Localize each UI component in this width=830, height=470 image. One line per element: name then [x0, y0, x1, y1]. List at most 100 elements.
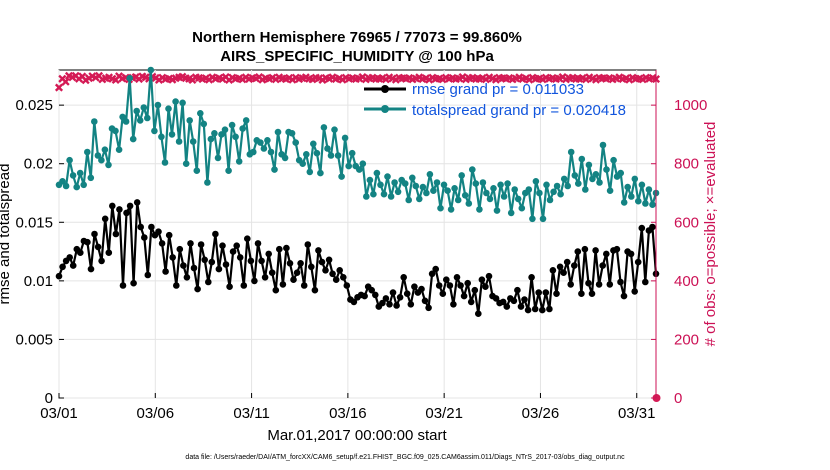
totalspread-point [225, 167, 232, 174]
totalspread-point [635, 197, 642, 205]
rmse-point [499, 298, 507, 306]
rmse-point [503, 303, 511, 310]
rmse-point [588, 290, 596, 298]
totalspread-point [419, 183, 427, 191]
rmse-point [91, 230, 98, 238]
rmse-point [606, 281, 614, 288]
rmse-point [521, 296, 528, 303]
rmse-series [55, 199, 660, 318]
rmse-point [361, 292, 368, 300]
totalspread-point [101, 146, 109, 153]
x-tick-label: 03/16 [329, 405, 367, 422]
rmse-point [141, 234, 148, 241]
totalspread-point [179, 99, 186, 107]
rmse-point [457, 282, 464, 289]
totalspread-point [606, 187, 614, 194]
rmse-point [300, 282, 308, 289]
y-left-axis-label: rmse and totalspread [0, 164, 13, 305]
totalspread-point [193, 167, 201, 174]
totalspread-point [451, 185, 458, 192]
rmse-point [258, 257, 265, 265]
x-tick-label: 03/21 [425, 405, 463, 422]
totalspread-point [62, 182, 70, 190]
rmse-point [283, 244, 290, 252]
totalspread-point [59, 178, 66, 185]
rmse-point [101, 215, 109, 223]
rmse-point [162, 268, 169, 275]
totalspread-point [87, 174, 95, 182]
totalspread-point [338, 173, 345, 180]
rmse-point [432, 265, 440, 273]
y-left-tick-label: 0.005 [15, 331, 53, 348]
totalspread-point [186, 117, 193, 124]
rmse-point [265, 250, 273, 258]
rmse-point [389, 289, 397, 296]
totalspread-point [363, 193, 370, 200]
totalspread-point [472, 180, 480, 187]
totalspread-point [430, 187, 437, 194]
x-axis-label: Mar.01,2017 00:00:00 start [267, 427, 447, 444]
totalspread-point [564, 182, 571, 190]
totalspread-point [465, 200, 473, 207]
rmse-point [187, 240, 194, 247]
rmse-point [126, 202, 134, 210]
rmse-point [183, 274, 191, 281]
totalspread-point [624, 183, 631, 191]
totalspread-point [172, 98, 179, 105]
totalspread-point [175, 138, 183, 145]
rmse-point [382, 295, 390, 302]
totalspread-point [271, 166, 278, 173]
rmse-point [77, 249, 84, 256]
totalspread-point [638, 181, 646, 189]
totalspread-series [55, 66, 660, 223]
rmse-point [403, 290, 411, 298]
rmse-point [475, 310, 482, 318]
totalspread-point [628, 193, 635, 200]
rmse-point [84, 238, 91, 246]
totalspread-point [405, 196, 413, 204]
totalspread-point [260, 145, 268, 152]
y-left-tick-label: 0 [45, 390, 53, 407]
y-right-tick-label: 200 [674, 331, 699, 348]
rmse-point [453, 274, 461, 281]
totalspread-point [200, 120, 208, 128]
totalspread-point [197, 110, 204, 117]
totalspread-point [532, 178, 540, 185]
rmse-point [599, 262, 606, 269]
rmse-point [119, 282, 127, 289]
totalspread-point [592, 171, 600, 178]
totalspread-point [536, 189, 543, 197]
totalspread-point [458, 172, 466, 179]
rmse-point [372, 291, 379, 299]
chart-title-line1: Northern Hemisphere 76965 / 77073 = 99.8… [192, 29, 522, 46]
rmse-point [236, 254, 244, 261]
totalspread-point [401, 180, 409, 187]
x-tick-label: 03/11 [233, 405, 269, 422]
totalspread-point [112, 127, 119, 135]
totalspread-point [299, 160, 307, 167]
x-tick-label: 03/01 [40, 405, 78, 422]
totalspread-point [267, 148, 275, 156]
totalspread-point [348, 149, 356, 157]
rmse-point [627, 250, 635, 258]
totalspread-point [511, 186, 518, 193]
rmse-point [130, 279, 137, 287]
rmse-point [446, 282, 454, 289]
totalspread-point [341, 134, 349, 142]
totalspread-point [437, 204, 444, 212]
rmse-point [443, 276, 450, 284]
rmse-point [332, 276, 340, 284]
rmse-point [222, 261, 230, 268]
legend: rmse grand pr = 0.011033 totalspread gra… [364, 81, 626, 119]
totalspread-point [440, 181, 448, 189]
y-left-tick-label: 0.02 [24, 156, 53, 173]
y-left-tick-label: 0.01 [24, 273, 53, 290]
y-right-tick-label: 400 [674, 273, 699, 290]
totalspread-point [366, 176, 374, 184]
totalspread-point [313, 149, 321, 157]
rmse-point [340, 274, 347, 281]
totalspread-point [589, 175, 596, 183]
rmse-point [343, 282, 351, 289]
totalspread-point [334, 152, 342, 159]
